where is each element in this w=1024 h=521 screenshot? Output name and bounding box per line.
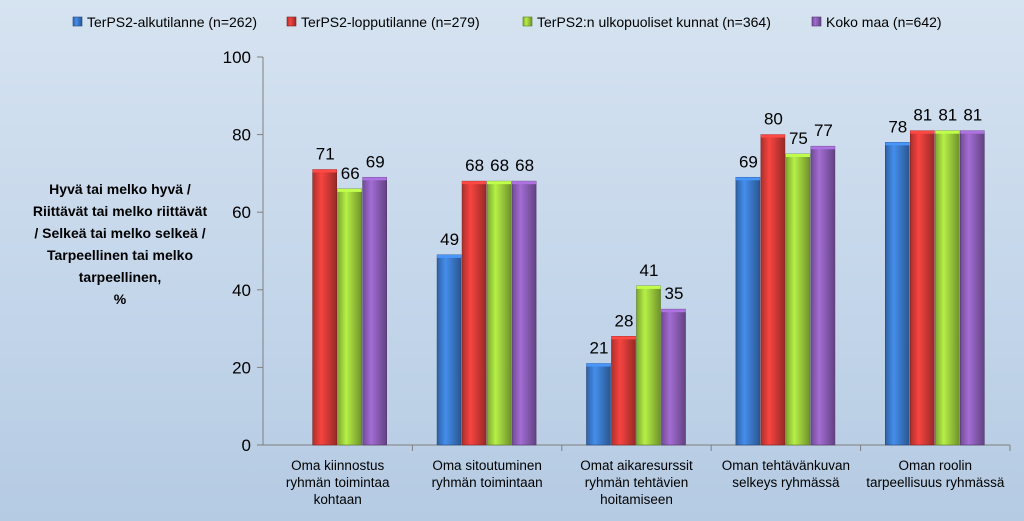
category-label: Oma sitoutuminen ryhmän toimintaan — [432, 458, 543, 490]
bar-top — [661, 309, 686, 313]
y-tick-label: 60 — [232, 203, 251, 222]
y-axis-label-line: % — [113, 291, 127, 307]
y-tick-label: 40 — [232, 281, 251, 300]
y-axis-label-line: Hyvä tai melko hyvä / — [49, 181, 191, 197]
y-axis-label: Hyvä tai melko hyvä / Riittävät tai melk… — [10, 178, 230, 310]
category-label-line: ryhmän toimintaan — [432, 475, 543, 490]
data-label: 21 — [590, 339, 609, 358]
bar — [934, 130, 960, 446]
category-label-line: Omat aikaresurssit — [580, 458, 693, 473]
bar-top — [735, 177, 760, 181]
data-label: 66 — [341, 164, 360, 183]
y-axis-label-line: Tarpeellinen tai melko — [46, 247, 193, 263]
y-axis-label-line: / Selkeä tai melko selkeä / — [34, 225, 206, 241]
bar-top — [337, 188, 362, 192]
legend-entry: Koko maa (n=642) — [826, 14, 942, 30]
y-tick-label: 0 — [242, 436, 251, 455]
legend-entry: TerPS2-lopputilanne (n=279) — [301, 14, 480, 30]
bar-top — [810, 146, 835, 150]
category-label-line: ryhmän toimintaa — [286, 475, 390, 490]
bar — [810, 145, 836, 446]
bar — [636, 285, 661, 446]
bar — [884, 142, 910, 446]
y-tick-label: 100 — [223, 48, 251, 67]
category-label-line: Oman tehtävänkuvan — [722, 458, 850, 473]
bar-top — [636, 285, 661, 289]
bar — [362, 176, 388, 446]
bar — [436, 254, 462, 446]
category-label-line: ryhmän tehtävien — [585, 475, 689, 490]
data-label: 68 — [515, 156, 534, 175]
legend: TerPS2-alkutilanne (n=262) TerPS2-lopputi… — [72, 14, 942, 30]
bar-top — [362, 177, 387, 181]
data-label: 75 — [789, 129, 808, 148]
data-label: 77 — [814, 121, 833, 140]
y-tick-label: 80 — [232, 126, 251, 145]
category-label: Oman roolin tarpeellisuus ryhmässä — [866, 458, 1005, 490]
bar — [486, 180, 512, 446]
bar-top — [935, 130, 960, 134]
bar-top — [586, 363, 611, 367]
category-label-line: Oma sitoutuminen — [432, 458, 542, 473]
data-label: 68 — [490, 156, 509, 175]
bar — [959, 130, 985, 446]
category-label-line: Oma kiinnostus — [291, 458, 384, 473]
category-label-line: selkeys ryhmässä — [732, 475, 840, 490]
legend-entry: TerPS2:n ulkopuoliset kunnat (n=364) — [537, 14, 771, 30]
bar-top — [910, 130, 935, 134]
bar — [312, 169, 338, 446]
bar-top — [437, 254, 462, 258]
bar-top — [462, 181, 487, 185]
bar — [661, 308, 686, 446]
legend-swatch — [72, 16, 83, 27]
bar-top — [785, 154, 810, 157]
legend-entry: TerPS2-alkutilanne (n=262) — [87, 14, 257, 30]
bar-top — [960, 130, 985, 134]
data-label: 68 — [465, 156, 484, 175]
data-label: 69 — [739, 152, 758, 171]
y-axis-label-line: Riittävät tai melko riittävät — [32, 203, 208, 219]
data-label: 71 — [316, 145, 335, 164]
bar — [760, 134, 786, 446]
bar — [735, 176, 761, 446]
data-label: 69 — [366, 152, 385, 171]
category-label-line: kohtaan — [314, 492, 362, 507]
legend-swatch — [522, 16, 533, 27]
bar — [785, 153, 811, 446]
data-label: 41 — [640, 261, 659, 280]
bar — [461, 180, 487, 446]
bar-top — [312, 169, 337, 173]
plot-area: 0 20 40 60 80 100 71 66 69 Oma kiinnostus ryhmän t… — [223, 48, 1011, 507]
bar — [611, 336, 636, 446]
legend-swatch — [286, 16, 297, 27]
data-label: 80 — [764, 110, 783, 129]
bar-top — [512, 181, 537, 185]
bar-top — [487, 181, 512, 185]
category-label-line: hoitamiseen — [600, 492, 673, 507]
category-label-line: tarpeellisuus ryhmässä — [866, 475, 1005, 490]
bar — [337, 188, 363, 446]
data-label: 28 — [615, 311, 634, 330]
category-label: Oman tehtävänkuvan selkeys ryhmässä — [722, 458, 850, 490]
y-tick-label: 20 — [232, 358, 251, 377]
bar-top — [885, 142, 910, 146]
data-label: 81 — [938, 106, 957, 125]
category-label: Omat aikaresurssit ryhmän tehtävien hoitam… — [580, 458, 693, 507]
data-label: 81 — [963, 106, 982, 125]
bar-top — [611, 336, 636, 340]
bar — [511, 180, 537, 446]
legend-swatch — [811, 16, 822, 27]
y-axis-label-line: tarpeellinen, — [78, 269, 162, 285]
data-label: 49 — [440, 230, 459, 249]
bar — [586, 363, 611, 446]
category-label-line: Oman roolin — [899, 458, 973, 473]
bar — [909, 130, 935, 446]
category-label: Oma kiinnostus ryhmän toimintaa kohtaan — [286, 458, 390, 507]
data-label: 35 — [665, 284, 684, 303]
data-label: 78 — [888, 117, 907, 136]
data-label: 81 — [913, 106, 932, 125]
bar-top — [760, 134, 785, 138]
